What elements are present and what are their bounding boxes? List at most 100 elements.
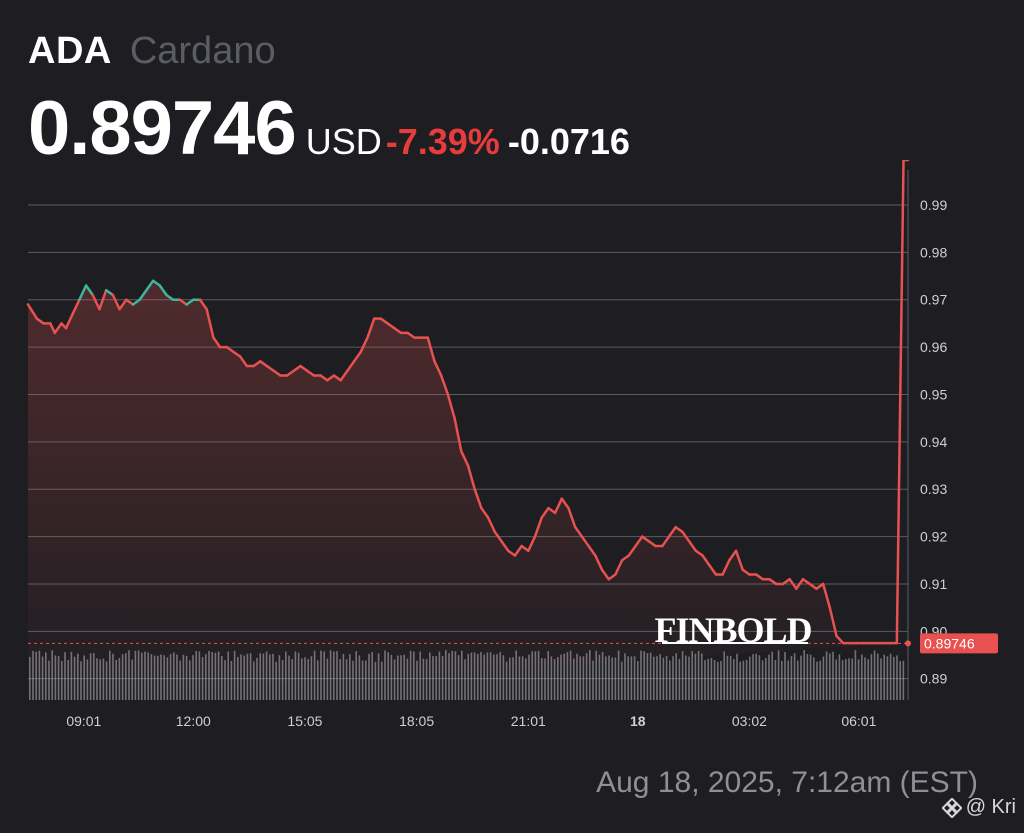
volume-bar bbox=[685, 655, 687, 700]
price-segment bbox=[104, 289, 115, 297]
price-segment bbox=[145, 279, 155, 292]
volume-bar bbox=[480, 651, 482, 700]
price-segment bbox=[634, 535, 644, 548]
timestamp: Aug 18, 2025, 7:12am (EST) bbox=[596, 766, 978, 799]
x-tick-label: 09:01 bbox=[66, 713, 101, 729]
price-segment bbox=[553, 497, 564, 515]
price-segment bbox=[627, 544, 637, 557]
current-price: 0.89746 bbox=[28, 86, 297, 171]
volume-bar bbox=[534, 651, 537, 700]
ticker-symbol: ADA bbox=[28, 30, 112, 72]
volume-bar bbox=[345, 659, 348, 700]
price-segment bbox=[178, 298, 188, 306]
price-segment bbox=[433, 360, 443, 377]
price-segment bbox=[26, 303, 39, 320]
volume-bar bbox=[813, 657, 815, 700]
volume-bar bbox=[653, 656, 655, 700]
price-segment bbox=[319, 374, 329, 382]
volume-bar bbox=[470, 652, 473, 700]
last-price-tag bbox=[920, 633, 998, 654]
volume-bar bbox=[448, 653, 450, 700]
volume-bar bbox=[873, 650, 876, 700]
volume-bar bbox=[803, 650, 805, 700]
price-segment bbox=[567, 506, 577, 529]
volume-bar bbox=[489, 652, 492, 700]
volume-bar bbox=[822, 656, 825, 700]
volume-bar bbox=[883, 654, 885, 700]
volume-bar bbox=[579, 656, 581, 700]
volume-bar bbox=[784, 651, 786, 700]
price-segment bbox=[305, 369, 316, 377]
volume-bar bbox=[435, 656, 437, 700]
price-segment bbox=[359, 336, 369, 354]
volume-bar bbox=[422, 658, 425, 700]
price-segment bbox=[151, 279, 162, 287]
volume-bar bbox=[569, 650, 572, 700]
volume-bar bbox=[496, 654, 498, 700]
volume-bar bbox=[429, 652, 431, 700]
change-absolute: -0.0716 bbox=[507, 121, 630, 162]
volume-bar bbox=[726, 655, 729, 700]
diamond-logo-icon bbox=[941, 797, 962, 818]
volume-bar bbox=[397, 655, 399, 700]
volume-bar bbox=[816, 661, 818, 700]
volume-bar bbox=[624, 653, 626, 700]
price-segment bbox=[701, 554, 711, 567]
volume-bar bbox=[518, 656, 521, 700]
volume-bar bbox=[365, 660, 367, 700]
axes: 0.990.980.970.960.950.940.930.920.910.90… bbox=[28, 170, 998, 729]
volume-bar bbox=[787, 660, 789, 700]
price-segment bbox=[299, 364, 309, 373]
volume-bar bbox=[541, 658, 543, 700]
price-segment bbox=[49, 322, 57, 335]
price-segment bbox=[754, 573, 765, 581]
price-segment bbox=[466, 464, 476, 491]
volume-bar bbox=[745, 659, 748, 700]
price-segment bbox=[53, 322, 63, 335]
volume-bar bbox=[841, 660, 844, 700]
price-segment bbox=[594, 554, 604, 571]
price-segment bbox=[473, 487, 483, 510]
price-row: 0.89746 USD -7.39% -0.0716 bbox=[28, 85, 630, 172]
price-segment bbox=[493, 530, 503, 543]
price-line bbox=[26, 160, 910, 645]
volume-bar bbox=[889, 653, 892, 700]
price-segment bbox=[138, 289, 148, 301]
volume-bar bbox=[528, 654, 530, 700]
volume-bar bbox=[848, 658, 850, 700]
price-segment bbox=[453, 416, 463, 453]
volume-bar bbox=[800, 655, 802, 700]
price-segment bbox=[527, 535, 537, 553]
price-segment bbox=[768, 577, 778, 586]
volume-bar bbox=[515, 650, 517, 700]
volume-bar bbox=[457, 655, 460, 700]
volume-bar bbox=[473, 652, 476, 700]
price-segment bbox=[694, 549, 704, 557]
volume-bar bbox=[637, 661, 639, 700]
y-tick-label: 0.89 bbox=[920, 671, 947, 687]
volume-bar bbox=[691, 651, 693, 700]
volume-bar bbox=[870, 654, 873, 700]
volume-bar bbox=[416, 660, 418, 700]
price-segment bbox=[185, 298, 195, 306]
price-segment bbox=[165, 293, 175, 301]
volume-bar bbox=[829, 653, 831, 700]
price-segment bbox=[272, 369, 282, 377]
volume-bar bbox=[710, 658, 713, 700]
x-tick-label: 18 bbox=[630, 713, 646, 729]
price-segment bbox=[781, 577, 791, 586]
volume-bar bbox=[589, 650, 591, 700]
volume-bar bbox=[857, 659, 860, 700]
volume-bar bbox=[505, 661, 508, 700]
price-segment bbox=[573, 525, 584, 538]
volume-bar bbox=[425, 659, 428, 700]
volume-bar bbox=[403, 654, 405, 700]
volume-bar bbox=[736, 653, 738, 700]
volume-bar bbox=[566, 652, 569, 700]
volume-bar bbox=[902, 660, 905, 700]
price-segment bbox=[131, 298, 141, 306]
price-segment bbox=[506, 549, 517, 557]
volume-bar bbox=[886, 656, 889, 700]
price-segment bbox=[346, 360, 356, 373]
volume-bar bbox=[790, 656, 793, 700]
